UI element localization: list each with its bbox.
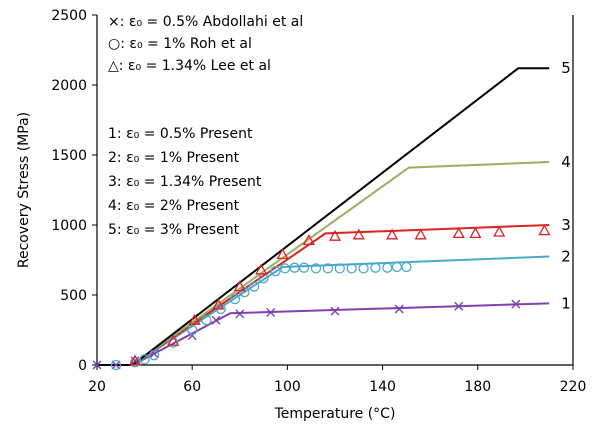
y-tick-label: 1000: [51, 218, 87, 234]
ticks: 20 60 100 140 180 220 0 500 1000 1500 2000 2500: [51, 8, 586, 395]
series-line-5: [97, 67, 550, 366]
x-tick-label: 140: [369, 379, 396, 395]
data-point-circle: [334, 263, 345, 274]
legend-present-item: 2: ε₀ = 1% Present: [108, 150, 240, 166]
data-point-circle: [270, 266, 281, 277]
curve-label-4: 4: [561, 153, 571, 171]
data-point-triangle: [352, 228, 365, 240]
legend-experimental-item: ○: ε₀ = 1% Roh et al: [108, 36, 252, 52]
data-point-cross: [111, 360, 121, 370]
data-point-circle: [139, 354, 150, 365]
data-point-circle: [322, 263, 334, 274]
data-point-triangle: [188, 313, 201, 325]
data-point-cross: [235, 309, 245, 319]
data-point-circle: [248, 281, 260, 292]
curve-label-5: 5: [561, 59, 571, 77]
y-axis-title: Recovery Stress (MPa): [16, 112, 32, 268]
data-point-triangle: [212, 298, 225, 310]
data-point-circle: [310, 263, 322, 274]
legend-present-item: 5: ε₀ = 3% Present: [108, 222, 240, 238]
x-tick-label: 100: [274, 379, 301, 395]
x-tick-label: 20: [88, 379, 106, 395]
x-tick-label: 60: [183, 379, 201, 395]
data-point-circle: [201, 315, 212, 326]
y-tick-label: 2500: [51, 8, 87, 24]
data-point-cross: [187, 331, 197, 341]
curve-label-2: 2: [561, 248, 571, 266]
data-point-cross: [211, 315, 221, 325]
y-tick-label: 2000: [51, 78, 87, 94]
legend-present-item: 4: ε₀ = 2% Present: [108, 198, 240, 214]
data-point-triangle: [328, 229, 342, 241]
data-point-circle: [358, 263, 369, 274]
data-point-circle: [382, 262, 393, 273]
data-point-triangle: [493, 225, 506, 237]
series-layer: [97, 67, 550, 366]
data-point-circle: [346, 263, 357, 274]
x-tick-label: 220: [560, 379, 587, 395]
series-line-4: [97, 161, 550, 366]
data-point-circle: [289, 262, 300, 273]
data-point-circle: [148, 350, 160, 361]
data-point-circle: [129, 357, 141, 368]
y-tick-label: 0: [78, 358, 87, 374]
series-line-3: [97, 224, 550, 366]
data-point-circle: [187, 324, 198, 336]
data-point-triangle: [414, 228, 427, 240]
legend-experimental-item: △: ε₀ = 1.34% Lee et al: [108, 58, 271, 74]
data-point-triangle: [233, 280, 246, 292]
data-point-circle: [401, 261, 412, 273]
data-point-triangle: [128, 354, 142, 366]
data-point-circle: [370, 262, 381, 273]
data-point-circle: [239, 287, 250, 298]
data-point-cross: [394, 304, 404, 314]
curve-label-3: 3: [561, 216, 571, 234]
data-point-triangle: [276, 248, 289, 260]
data-point-cross: [330, 306, 340, 316]
data-point-triangle: [255, 263, 268, 275]
data-point-triangle: [386, 228, 399, 240]
legend-present-item: 3: ε₀ = 1.34% Present: [108, 174, 262, 190]
data-point-circle: [168, 337, 179, 348]
y-tick-label: 1500: [51, 148, 87, 164]
data-point-triangle: [469, 227, 482, 239]
series-line-1: [97, 302, 550, 366]
data-point-cross: [266, 308, 276, 317]
legend-experimental-item: ×: ε₀ = 0.5% Abdollahi et al: [108, 14, 303, 30]
data-point-cross: [454, 301, 464, 311]
data-point-triangle: [302, 234, 315, 246]
curve-label-1: 1: [561, 294, 571, 312]
data-point-triangle: [538, 224, 551, 236]
data-point-cross: [92, 360, 102, 370]
data-point-circle: [110, 359, 122, 371]
data-point-circle: [229, 294, 241, 305]
x-axis-title: Temperature (°C): [274, 406, 396, 422]
data-point-circle: [391, 261, 403, 273]
axes: [96, 15, 574, 366]
data-point-triangle: [452, 227, 465, 239]
legend-present-item: 1: ε₀ = 0.5% Present: [108, 126, 253, 142]
data-point-cross: [511, 299, 521, 309]
marker-layer: [92, 224, 551, 371]
x-tick-label: 180: [464, 379, 491, 395]
curve-labels: 1 2 3 4 5: [561, 59, 571, 312]
y-tick-label: 500: [60, 288, 87, 304]
legend-experimental: ×: ε₀ = 0.5% Abdollahi et al ○: ε₀ = 1% R…: [108, 14, 303, 74]
data-point-triangle: [167, 334, 180, 346]
legend-present: 1: ε₀ = 0.5% Present 2: ε₀ = 1% Present 3:…: [108, 126, 262, 238]
data-point-circle: [298, 262, 310, 273]
